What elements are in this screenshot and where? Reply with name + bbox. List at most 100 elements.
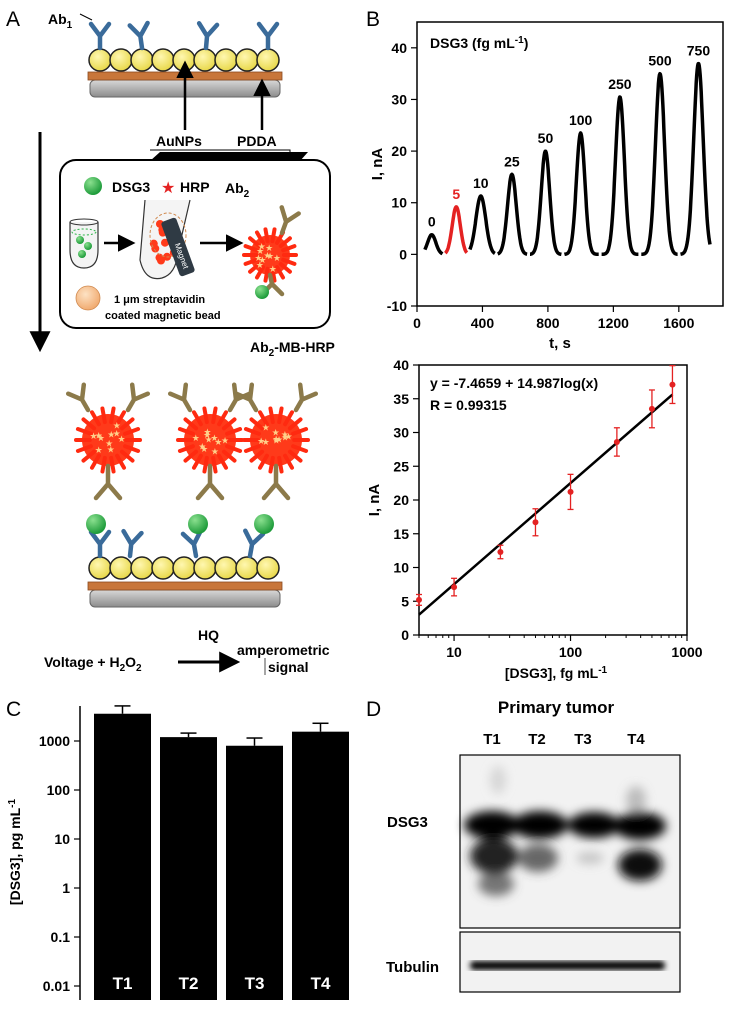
legend-dsg3: DSG3 — [112, 179, 150, 195]
ab2-antibody — [264, 466, 288, 498]
y-tick-label: 35 — [393, 391, 409, 407]
voltage-text: Voltage + H — [44, 654, 120, 670]
y-tick-label: 5 — [401, 593, 409, 609]
peak-5 — [445, 207, 467, 253]
hrp-spike — [279, 458, 281, 472]
dsg3-antigen — [254, 514, 274, 534]
svg-text:Voltage + H2O2: Voltage + H2O2 — [44, 654, 142, 674]
y-tick-label: 0.1 — [51, 929, 71, 945]
hrp-star: ★ — [269, 264, 277, 274]
antibody-icon — [197, 23, 217, 48]
pdda-label: PDDA — [237, 133, 277, 149]
chart-c-ylabel-sup: -1 — [7, 799, 18, 808]
y-tick-label: -10 — [387, 298, 407, 314]
ab2-sub: 2 — [244, 189, 250, 200]
panel-c: C 0.010.11101001000 T1 T2 T3 T4 [DSG3], pg … — [6, 698, 349, 1000]
peak-500 — [641, 74, 677, 255]
chart-b-bottom-xlabel: [DSG3], fg mL — [505, 665, 599, 681]
chart-b-bottom-fit — [419, 395, 672, 615]
antibody-stroke — [91, 24, 109, 48]
amp-line2: signal — [268, 659, 308, 675]
hrp-spike — [272, 229, 274, 241]
peak-0 — [425, 235, 443, 254]
hrp-star: ★ — [89, 431, 97, 441]
antibody-stroke — [259, 24, 277, 48]
hrp-spike — [265, 229, 267, 241]
ab2-antibody — [198, 466, 222, 498]
antibody-icon — [259, 24, 277, 48]
sample-tube — [70, 219, 98, 268]
aunp — [215, 557, 237, 579]
hrp-star: ★ — [214, 437, 222, 447]
y-tick-label: 100 — [47, 782, 71, 798]
peak-label-250: 250 — [608, 76, 632, 92]
antibody-icon — [68, 385, 96, 415]
aunp — [131, 49, 153, 71]
peak-100 — [564, 133, 598, 254]
bar-T1 — [94, 714, 151, 1000]
peak-750 — [681, 64, 711, 255]
hrp-spike — [265, 269, 267, 281]
fit-line — [419, 395, 672, 615]
hrp-bead: ★★★★★★★★★★ — [76, 408, 140, 471]
ab1-pointer — [80, 14, 92, 20]
hrp-star: ★ — [285, 432, 293, 442]
dsg3-blot — [460, 755, 680, 928]
data-point — [568, 489, 574, 495]
antibody-stroke — [121, 531, 141, 557]
chart-b-bottom: 10 100 1000 0 5 10 15 20 25 30 35 40 y = -7.4659 + … — [366, 357, 703, 681]
aunp — [257, 557, 279, 579]
x-tick-label: 1200 — [598, 315, 629, 331]
aunp — [215, 49, 237, 71]
y-tick-label: 10 — [54, 831, 70, 847]
chart-b-top: 0 400 800 1200 1600-10010203040 051025501002… — [369, 22, 723, 352]
h2o2-sub2: 2 — [136, 663, 142, 674]
electrode-bottom — [88, 582, 282, 607]
bar-T3 — [226, 746, 283, 1000]
ab1-layer-top — [91, 23, 277, 49]
data-point — [416, 597, 422, 603]
y-tick-label: 30 — [393, 425, 409, 441]
hrp-legend-icon: ★ — [161, 180, 175, 197]
dsg3-legend-icon — [84, 177, 102, 195]
y-tick-label: 10 — [393, 560, 409, 576]
fit-r-value: R = 0.99315 — [430, 397, 507, 413]
hrp-spike — [213, 408, 215, 422]
y-tick-label: 25 — [393, 458, 409, 474]
chart-b-bottom-xlabel-sup: -1 — [598, 665, 607, 676]
svg-text:[DSG3], pg mL-1: [DSG3], pg mL-1 — [7, 799, 23, 906]
sandwich-conjugates: ★ ★★★★ ★★★★★ ★★★★★★★★★★★★★★★★★★★★ — [68, 385, 316, 534]
x-tick-label: 400 — [471, 315, 495, 331]
band-label-tubulin: Tubulin — [386, 959, 439, 976]
hrp-star: ★ — [211, 446, 219, 456]
panel-d: D Primary tumor T1 T2 T3 T4 DSG3 Tubulin — [366, 698, 680, 992]
antibody-icon — [130, 23, 151, 49]
data-point — [497, 549, 503, 555]
ab2-label: Ab — [225, 180, 244, 196]
antibody-icon — [120, 385, 148, 415]
x-tick-label: 10 — [446, 644, 462, 660]
antibody-stroke — [170, 385, 198, 415]
svg-text:Ab1: Ab1 — [48, 11, 73, 31]
chart-c-bars: T1 T2 T3 T4 — [94, 706, 349, 1000]
y-tick-label: 40 — [393, 357, 409, 373]
aunp-layer-bottom — [89, 557, 279, 579]
peak-label-50: 50 — [538, 130, 554, 146]
antibody-stroke — [120, 385, 148, 415]
antibody-icon — [170, 385, 198, 415]
x-tick-label: 1600 — [663, 315, 694, 331]
chart-b-top-title-close: ) — [524, 35, 529, 51]
dsg3-antigen — [255, 285, 269, 299]
y-tick-label: 10 — [391, 195, 407, 211]
lane-label-t2: T2 — [528, 731, 546, 748]
aunp — [173, 557, 195, 579]
peak-label-500: 500 — [648, 53, 672, 69]
x-tick-label: 800 — [536, 315, 560, 331]
y-tick-label: 40 — [391, 40, 407, 56]
tubulin-blot — [460, 932, 680, 992]
hrp-spike — [204, 458, 206, 472]
hrp-star: ★ — [262, 423, 270, 433]
panel-label-c: C — [6, 698, 21, 721]
antibody-icon — [121, 531, 141, 557]
aunp — [236, 557, 258, 579]
